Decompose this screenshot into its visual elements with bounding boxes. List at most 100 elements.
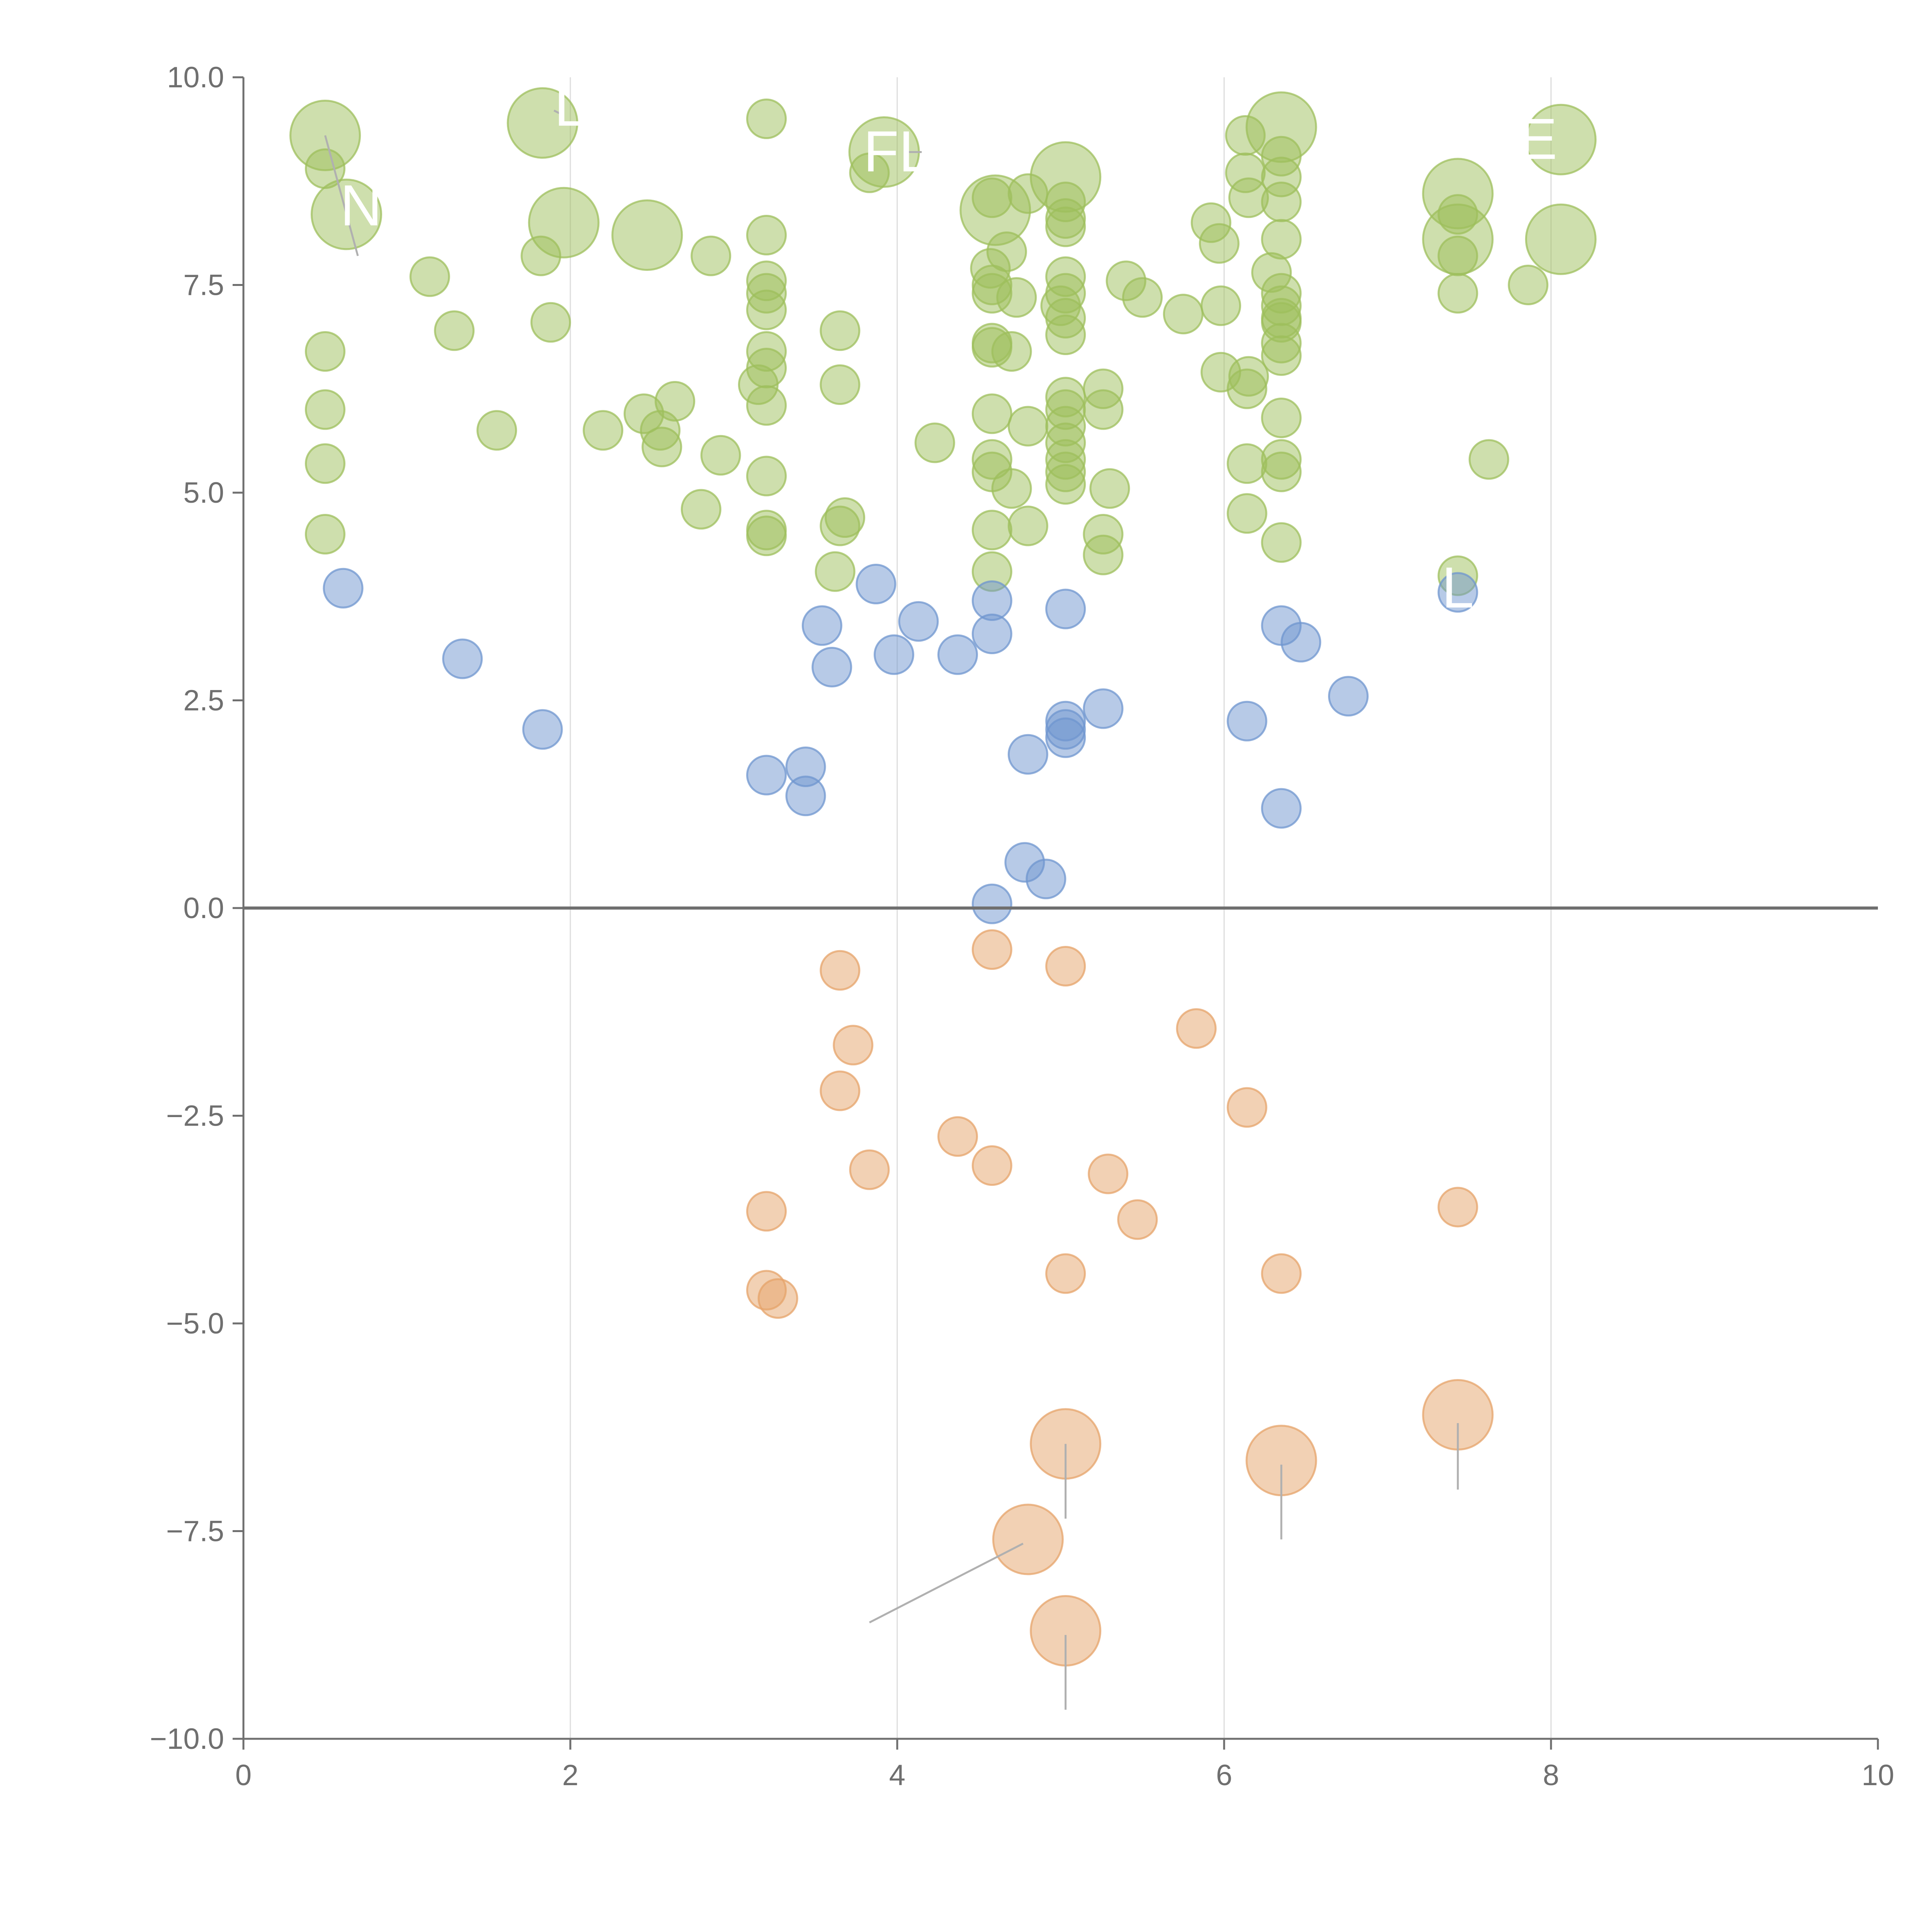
low-bubble [1261, 788, 1302, 829]
high-bubble [1261, 522, 1302, 563]
leader-lines [324, 109, 1459, 1710]
high-bubble [305, 443, 345, 484]
low-bubble [1281, 622, 1321, 663]
low-bubble [801, 605, 842, 646]
negative-bubble [820, 1070, 861, 1111]
high-bubble [746, 515, 787, 556]
high-bubble [1508, 265, 1549, 305]
low-bubble [1026, 859, 1066, 900]
leader-line [869, 1543, 1024, 1624]
high-bubble [1437, 235, 1478, 276]
high-bubble [1525, 104, 1597, 175]
negative-bubble [833, 1025, 874, 1066]
low-bubble [785, 776, 826, 816]
negative-bubble [1226, 1087, 1267, 1128]
negative-bubble [849, 1149, 890, 1190]
y-axis-ticks: 10.0 7.5 5.0 2.5 0.0 −2.5 −5.0 −7.5 −10.0 [150, 61, 243, 1755]
high-bubble [1007, 406, 1048, 447]
low-bubble [937, 634, 978, 675]
y-tick-label: −5.0 [166, 1307, 224, 1340]
y-tick-label: −10.0 [150, 1723, 224, 1755]
low-bubble [746, 755, 787, 796]
negative-bubble [1088, 1153, 1129, 1194]
high-bubble [991, 468, 1032, 509]
high-bubble [655, 381, 696, 422]
low-bubble [1437, 572, 1478, 613]
low-bubble [855, 564, 896, 604]
x-tick-label: 0 [235, 1759, 252, 1792]
high-bubble [1437, 273, 1478, 314]
high-bubble [611, 199, 683, 271]
negative-bubble [992, 1503, 1064, 1575]
high-bubble [1261, 182, 1302, 222]
high-bubble [1007, 505, 1048, 546]
low-bubble [442, 638, 483, 679]
bubble-label: L [554, 73, 586, 138]
low-bubble [1045, 717, 1086, 758]
negative-bubble [937, 1116, 978, 1157]
high-bubble [996, 277, 1037, 318]
high-bubble [914, 422, 955, 463]
negative-bubble [971, 929, 1012, 970]
high-bubble [690, 235, 731, 276]
high-bubble [641, 427, 682, 468]
x-tick-label: 10 [1862, 1759, 1895, 1792]
negative-bubble [746, 1191, 787, 1232]
high-bubble [746, 215, 787, 255]
low-bubble [323, 568, 364, 609]
y-tick-label: 0.0 [183, 892, 224, 925]
high-bubble [1083, 389, 1124, 430]
high-bubble [991, 331, 1032, 372]
high-bubble [1083, 534, 1124, 575]
high-bubble [434, 310, 475, 351]
high-bubble [305, 331, 345, 372]
high-bubble [1226, 443, 1267, 484]
low-bubble [971, 883, 1012, 924]
x-tick-label: 6 [1216, 1759, 1232, 1792]
high-bubble [971, 393, 1012, 434]
bubble-labels: N L FL E L [340, 73, 1557, 620]
high-bubble [971, 510, 1012, 551]
y-tick-label: −2.5 [166, 1100, 224, 1133]
low-bubble [522, 709, 563, 750]
negative-bubble [1117, 1199, 1158, 1240]
low-bubble [811, 647, 852, 687]
low-bubble [1328, 676, 1369, 717]
high-bubble [409, 256, 450, 297]
high-bubble [530, 302, 571, 343]
high-bubble [1163, 294, 1204, 335]
high-bubble [1261, 335, 1302, 376]
high-bubble [1199, 223, 1240, 264]
high-bubble [528, 187, 600, 259]
x-axis-ticks: 0 2 4 6 8 10 [235, 1739, 1894, 1792]
low-bubble [1007, 734, 1048, 775]
low-bubble [874, 634, 915, 675]
y-tick-label: 5.0 [183, 476, 224, 509]
high-bubble [305, 514, 345, 554]
low-bubble [1045, 588, 1086, 629]
negative-bubble [1045, 946, 1086, 986]
high-bubble [820, 310, 861, 351]
low-bubble [971, 614, 1012, 654]
x-tick-label: 2 [562, 1759, 578, 1792]
y-tick-label: 7.5 [183, 269, 224, 302]
high-bubble [1122, 277, 1163, 318]
high-bubble [815, 551, 855, 592]
high-bubble [1045, 315, 1086, 355]
high-bubble [746, 289, 787, 330]
high-bubble [986, 231, 1027, 272]
negative-bubble [757, 1278, 798, 1319]
high-bubble [305, 389, 345, 430]
x-tick-label: 8 [1543, 1759, 1559, 1792]
high-bubble [1468, 439, 1509, 480]
high-bubble [583, 410, 624, 451]
high-bubble [1089, 468, 1130, 509]
high-bubble [746, 99, 787, 139]
high-bubble [746, 385, 787, 426]
bubble-label: N [340, 173, 382, 238]
low-bubble [1083, 688, 1124, 729]
high-bubble [1045, 464, 1086, 505]
y-tick-label: 10.0 [167, 61, 224, 94]
high-bubble [1045, 206, 1086, 247]
high-bubble [700, 435, 741, 476]
